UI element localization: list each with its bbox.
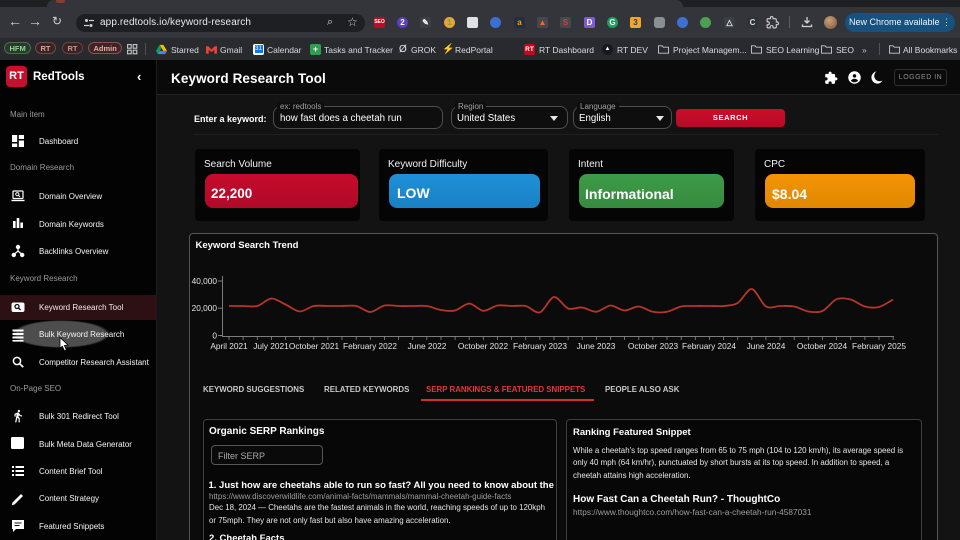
svg-text:October 2021: October 2021 <box>289 341 340 351</box>
svg-text:June 2024: June 2024 <box>747 341 786 351</box>
svg-text:April 2021: April 2021 <box>210 341 248 351</box>
svg-text:February 2022: February 2022 <box>343 341 397 351</box>
svg-text:October 2023: October 2023 <box>628 341 679 351</box>
svg-text:February 2024: February 2024 <box>682 341 736 351</box>
svg-text:June 2023: June 2023 <box>577 341 616 351</box>
svg-text:20,000: 20,000 <box>192 303 218 313</box>
svg-text:July 2021: July 2021 <box>253 341 289 351</box>
svg-text:February 2023: February 2023 <box>513 341 567 351</box>
svg-text:June 2022: June 2022 <box>408 341 447 351</box>
svg-text:0: 0 <box>212 331 217 341</box>
svg-text:October 2024: October 2024 <box>797 341 848 351</box>
svg-text:40,000: 40,000 <box>192 276 218 286</box>
svg-text:October 2022: October 2022 <box>458 341 509 351</box>
svg-text:February 2025: February 2025 <box>852 341 906 351</box>
